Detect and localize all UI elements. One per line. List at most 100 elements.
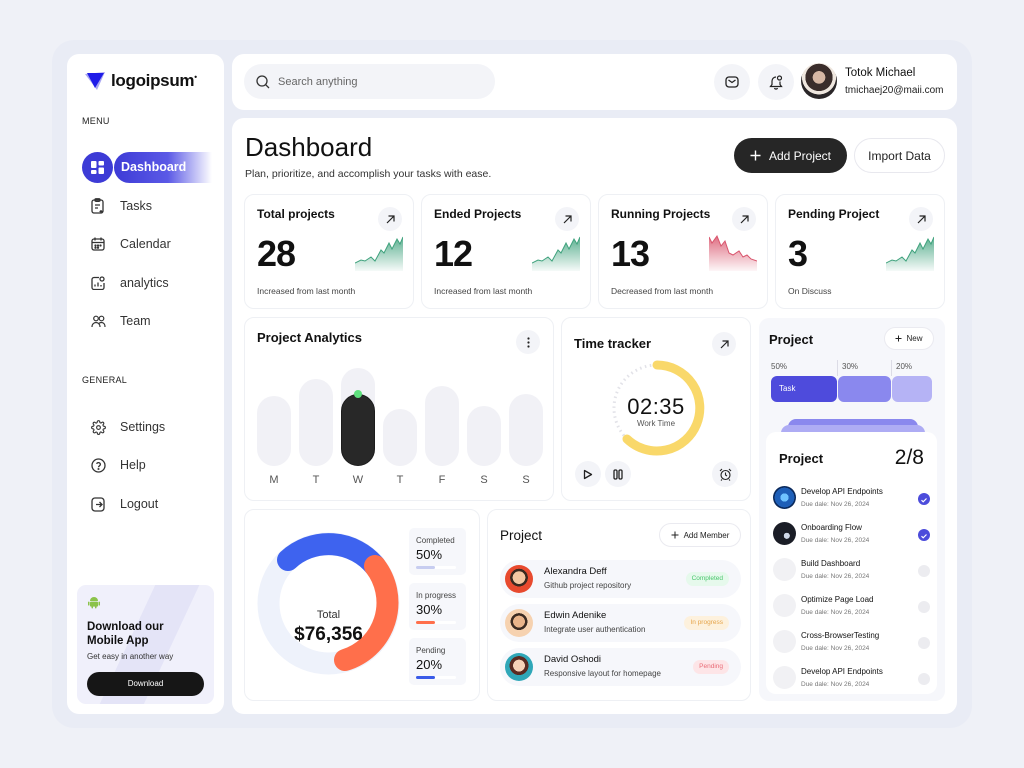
- bar-tuesday[interactable]: [299, 379, 333, 466]
- bell-icon: [769, 74, 783, 90]
- new-project-button[interactable]: New: [884, 327, 934, 350]
- more-options-button[interactable]: [516, 330, 540, 354]
- day-label: F: [438, 474, 446, 486]
- task-item[interactable]: Develop API Endpoints Due dale: Nov 26, …: [773, 484, 933, 516]
- task-item[interactable]: Build Dashboard Due dale: Nov 26, 2024: [773, 556, 933, 588]
- add-member-button[interactable]: Add Member: [659, 523, 741, 547]
- task-checkbox[interactable]: [918, 565, 930, 577]
- day-label: S: [522, 474, 530, 486]
- member-row[interactable]: Alexandra Deff Github project repository…: [500, 560, 741, 598]
- timer-progress-ring: [612, 360, 705, 456]
- legend-in-progress: In progress 30%: [409, 583, 466, 630]
- stat-value: 13: [611, 233, 650, 274]
- bar-highlight-dot: [354, 390, 362, 398]
- bar-thursday[interactable]: [383, 409, 417, 466]
- search-icon: [256, 74, 270, 88]
- open-details-button[interactable]: [732, 207, 756, 231]
- alarm-clock-icon: [719, 468, 731, 481]
- timer-label: Work Time: [636, 419, 676, 428]
- task-item[interactable]: Optimize Page Load Due dale: Nov 26, 202…: [773, 592, 933, 624]
- donut-center-value: $76,356: [294, 624, 363, 645]
- member-avatar: [505, 565, 533, 593]
- timer-value: 02:35: [627, 394, 685, 419]
- clipboard-icon: [82, 191, 114, 221]
- sidebar-item-logout[interactable]: Logout: [82, 489, 212, 519]
- plus-icon: [895, 335, 902, 342]
- task-checkbox[interactable]: [918, 637, 930, 649]
- stat-title: Total projects: [257, 207, 335, 221]
- task-count: 2/8: [894, 446, 924, 469]
- task-list-title: Project: [779, 451, 824, 466]
- mail-button[interactable]: [714, 64, 750, 100]
- page-subtitle: Plan, prioritize, and accomplish your ta…: [245, 168, 492, 180]
- task-avatar: [773, 486, 796, 509]
- member-row[interactable]: Edwin Adenike Integrate user authenticat…: [500, 604, 741, 642]
- bar-wednesday[interactable]: [341, 394, 375, 466]
- play-button[interactable]: [575, 461, 601, 487]
- project-progress-panel: Project New 50% 30% 20% Task Project 2/8…: [759, 318, 945, 701]
- revenue-donut-chart: [257, 532, 400, 675]
- open-details-button[interactable]: [555, 207, 579, 231]
- task-checkbox[interactable]: [918, 673, 930, 685]
- download-button[interactable]: Download: [87, 672, 204, 696]
- notifications-button[interactable]: [758, 64, 794, 100]
- pause-button[interactable]: [605, 461, 631, 487]
- stat-card-ended-projects: Ended Projects 12 Increased from last mo…: [421, 194, 591, 309]
- sidebar-item-team[interactable]: Team: [82, 306, 212, 336]
- task-checkbox[interactable]: [918, 601, 930, 613]
- logo-icon: [85, 72, 105, 90]
- sidebar-item-label: Tasks: [120, 199, 152, 213]
- import-data-button[interactable]: Import Data: [854, 138, 945, 173]
- bar-sunday[interactable]: [509, 394, 543, 466]
- sidebar-item-help[interactable]: Help: [82, 450, 212, 480]
- task-item[interactable]: Onboarding Flow Due dale: Nov 26, 2024: [773, 520, 933, 552]
- add-project-button[interactable]: Add Project: [734, 138, 847, 173]
- segment-task[interactable]: Task: [771, 376, 837, 402]
- user-avatar[interactable]: [801, 63, 837, 99]
- check-icon: [921, 498, 927, 503]
- segment-second[interactable]: [838, 376, 891, 402]
- sidebar-item-calendar[interactable]: Calendar: [82, 229, 212, 259]
- sidebar-item-dashboard[interactable]: Dashboard: [82, 151, 212, 183]
- project-members-card: Project Add Member Alexandra Deff Github…: [487, 509, 751, 701]
- member-row[interactable]: David Oshodi Responsive layout for homep…: [500, 648, 741, 686]
- logo[interactable]: logoipsum•: [84, 71, 197, 91]
- search-input[interactable]: [278, 75, 478, 88]
- sidebar-item-settings[interactable]: Settings: [82, 412, 212, 442]
- open-details-button[interactable]: [378, 207, 402, 231]
- topbar: Totok Michael tmichaej20@maii.com: [232, 54, 957, 110]
- day-label: M: [269, 474, 279, 486]
- task-item[interactable]: Develop API Endpoints Due dale: Nov 26, …: [773, 664, 933, 696]
- stat-note: Increased from last month: [434, 286, 533, 296]
- open-details-button[interactable]: [909, 207, 933, 231]
- task-checkbox[interactable]: [918, 529, 930, 541]
- bar-saturday[interactable]: [467, 406, 501, 466]
- bar-friday[interactable]: [425, 386, 459, 466]
- search-bar[interactable]: [244, 64, 495, 99]
- arrow-up-right-icon: [386, 214, 395, 223]
- task-avatar: [773, 522, 796, 545]
- sidebar-item-tasks[interactable]: Tasks: [82, 191, 212, 221]
- stat-value: 12: [434, 233, 473, 274]
- sidebar: logoipsum• MENU Dashboard Tasks Calendar…: [67, 54, 224, 714]
- stat-card-running-projects: Running Projects 13 Decreased from last …: [598, 194, 768, 309]
- page-title: Dashboard: [245, 132, 373, 162]
- task-item[interactable]: Cross-BrowserTesting Due dale: Nov 26, 2…: [773, 628, 933, 660]
- check-icon: [921, 534, 927, 539]
- logout-icon: [82, 489, 114, 519]
- bar-monday[interactable]: [257, 396, 291, 466]
- open-timer-button[interactable]: [712, 332, 736, 356]
- segment-third[interactable]: [892, 376, 932, 402]
- stat-note: On Discuss: [788, 286, 832, 296]
- sidebar-item-label: Calendar: [120, 237, 171, 251]
- sidebar-item-label: Settings: [120, 420, 166, 434]
- user-email: tmichaej20@maii.com: [845, 85, 944, 96]
- arrow-up-right-icon: [720, 339, 729, 348]
- alarm-button[interactable]: [712, 461, 738, 487]
- segment-label: 30%: [842, 362, 859, 371]
- stat-card-total-projects: Total projects 28 Increased from last mo…: [244, 194, 414, 309]
- sidebar-item-analytics[interactable]: analytics: [82, 268, 212, 298]
- task-checkbox[interactable]: [918, 493, 930, 505]
- more-vertical-icon: [526, 336, 530, 348]
- segment-label: 20%: [896, 362, 913, 371]
